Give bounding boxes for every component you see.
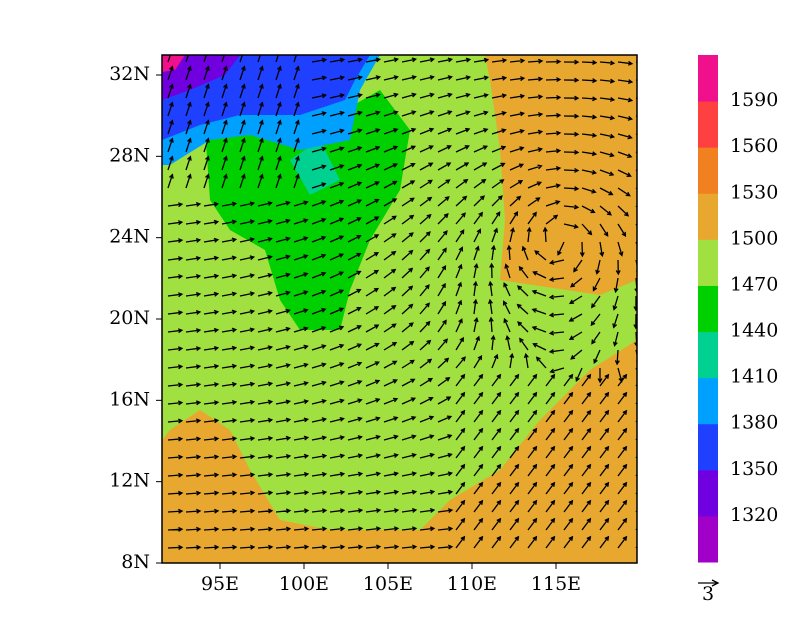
colorbar-swatch	[698, 285, 718, 333]
lat-tick-label: 28N	[109, 144, 150, 166]
colorbar-swatch	[698, 331, 718, 379]
lat-tick-label: 32N	[109, 63, 150, 85]
axes: 32N 28N 24N 20N 16N 12N 8N 95E 100E 105E 110E 115E	[109, 63, 581, 595]
lat-tick-label: 24N	[109, 226, 150, 248]
colorbar-label: 1440	[730, 320, 778, 342]
colorbar-label: 1530	[730, 181, 778, 203]
colorbar-swatch	[698, 377, 718, 425]
height-field	[162, 55, 637, 563]
lon-tick-label: 115E	[531, 573, 581, 595]
colorbar-label: 1590	[730, 89, 778, 111]
colorbar-swatch	[698, 515, 718, 563]
colorbar-swatch	[698, 55, 718, 102]
colorbar-swatch	[698, 101, 718, 148]
colorbar-label: 1470	[730, 273, 778, 295]
lon-tick-label: 105E	[363, 573, 413, 595]
colorbar-swatch	[698, 423, 718, 471]
shaded-region	[162, 55, 185, 72]
colorbar-label: 1380	[730, 412, 778, 434]
colorbar: 1320 1350 1380 1410 1440 1470 1500 1530 1560 1590	[698, 55, 778, 563]
lat-tick-label: 8N	[121, 551, 150, 573]
colorbar-label: 1500	[730, 227, 778, 249]
lon-tick-label: 110E	[447, 573, 497, 595]
lon-tick-label: 95E	[201, 573, 239, 595]
colorbar-swatch	[698, 239, 718, 286]
colorbar-label: 1320	[730, 504, 778, 526]
lat-tick-label: 12N	[109, 470, 150, 492]
colorbar-swatch	[698, 147, 718, 194]
colorbar-label: 1410	[730, 366, 778, 388]
shaded-region	[162, 55, 240, 100]
map-frame	[161, 54, 638, 564]
shaded-region	[290, 140, 340, 195]
lon-tick-label: 100E	[279, 573, 329, 595]
lat-tick-label: 16N	[109, 388, 150, 410]
reference-label: 3	[702, 583, 714, 605]
lat-tick-label: 20N	[109, 307, 150, 329]
colorbar-label: 1350	[730, 458, 778, 480]
reference-arrow-head	[711, 579, 720, 587]
colorbar-swatch	[698, 469, 718, 517]
colorbar-label: 1560	[730, 135, 778, 157]
colorbar-swatch	[698, 193, 718, 240]
